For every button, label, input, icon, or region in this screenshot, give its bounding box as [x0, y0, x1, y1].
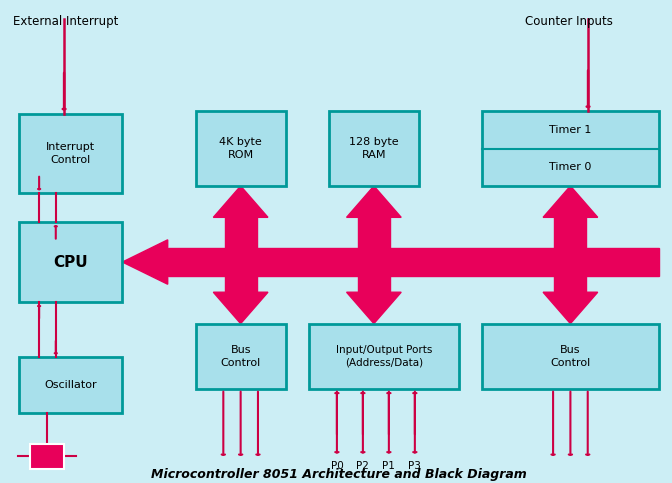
Bar — [358, 217, 390, 292]
Bar — [168, 248, 659, 276]
Text: P1: P1 — [382, 461, 395, 471]
Text: 4K byte
ROM: 4K byte ROM — [219, 137, 262, 160]
Text: Bus
Control: Bus Control — [550, 344, 591, 368]
Text: Bus
Control: Bus Control — [220, 344, 261, 368]
FancyBboxPatch shape — [329, 111, 419, 186]
Text: Interrupt
Control: Interrupt Control — [46, 142, 95, 165]
Text: Timer 0: Timer 0 — [549, 162, 591, 172]
Polygon shape — [213, 186, 268, 217]
Polygon shape — [122, 240, 168, 284]
FancyBboxPatch shape — [482, 111, 659, 186]
Bar — [30, 444, 65, 469]
Text: Counter Inputs: Counter Inputs — [525, 15, 613, 28]
Text: Oscillator: Oscillator — [44, 380, 97, 390]
Text: P0: P0 — [331, 461, 343, 471]
Text: P2: P2 — [356, 461, 370, 471]
FancyBboxPatch shape — [19, 222, 122, 302]
Text: Input/Output Ports
(Address/Data): Input/Output Ports (Address/Data) — [336, 344, 432, 368]
Polygon shape — [213, 292, 268, 324]
FancyBboxPatch shape — [196, 111, 286, 186]
FancyBboxPatch shape — [19, 357, 122, 413]
Text: P3: P3 — [409, 461, 421, 471]
Polygon shape — [347, 186, 401, 217]
FancyBboxPatch shape — [196, 324, 286, 389]
Text: External Interrupt: External Interrupt — [13, 15, 118, 28]
Text: CPU: CPU — [54, 255, 88, 270]
Polygon shape — [347, 292, 401, 324]
Bar — [224, 217, 257, 292]
FancyBboxPatch shape — [19, 114, 122, 193]
Text: 128 byte
RAM: 128 byte RAM — [349, 137, 398, 160]
Polygon shape — [543, 186, 597, 217]
FancyBboxPatch shape — [482, 324, 659, 389]
Text: Timer 1: Timer 1 — [549, 125, 591, 135]
FancyBboxPatch shape — [309, 324, 459, 389]
Bar — [554, 217, 587, 292]
Text: Microcontroller 8051 Architecture and Black Diagram: Microcontroller 8051 Architecture and Bl… — [151, 468, 527, 481]
Polygon shape — [543, 292, 597, 324]
